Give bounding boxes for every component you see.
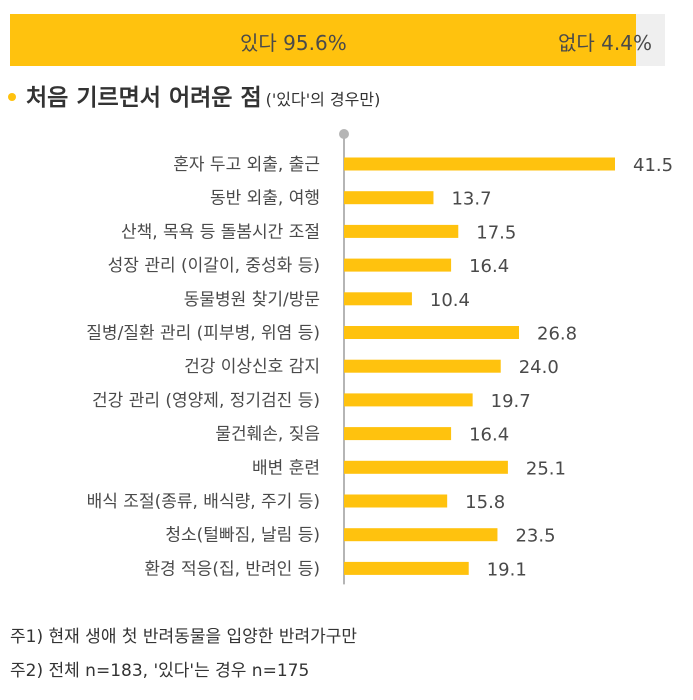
category-label: 건강 관리 (영양제, 정기검진 등) bbox=[92, 391, 320, 411]
difficulties-bar-chart: 혼자 두고 외출, 출근 41.5 동반 외출, 여행 13.7 산책, 목욕 등 돌봄… bbox=[86, 129, 673, 585]
category-label: 산책, 목욕 등 돌봄시간 조절 bbox=[121, 222, 320, 242]
value-label: 24.0 bbox=[519, 357, 559, 378]
yes-no-stacked-bar: 있다 95.6% 없다 4.4% bbox=[10, 14, 665, 66]
category-label: 성장 관리 (이갈이, 중성화 등) bbox=[108, 256, 320, 276]
category-label: 환경 적응(집, 반려인 등) bbox=[144, 559, 320, 579]
category-label: 배식 조절(종류, 배식량, 주기 등) bbox=[87, 492, 320, 512]
bullet-dot-icon bbox=[8, 93, 16, 101]
category-label: 물건훼손, 짖음 bbox=[215, 425, 320, 445]
section-title: 처음 기르면서 어려운 점 ('있다'의 경우만) bbox=[8, 78, 380, 112]
section-subtitle: ('있다'의 경우만) bbox=[265, 90, 381, 109]
bar bbox=[344, 427, 452, 441]
category-label: 건강 이상신호 감지 bbox=[184, 357, 320, 377]
value-label: 19.1 bbox=[487, 559, 527, 580]
bar bbox=[344, 494, 448, 508]
category-label: 질병/질환 관리 (피부병, 위염 등) bbox=[86, 324, 320, 344]
bar bbox=[344, 460, 508, 474]
yes-segment: 있다 95.6% 없다 4.4% bbox=[10, 14, 652, 66]
yes-segment-label: 있다 95.6% bbox=[240, 31, 347, 55]
value-label: 25.1 bbox=[526, 458, 566, 479]
value-label: 16.4 bbox=[469, 256, 509, 277]
value-label: 41.5 bbox=[633, 155, 673, 176]
footnote-1: 주1) 현재 생애 첫 반려동물을 입양한 반려가구만 bbox=[10, 627, 358, 647]
footnote-2: 주2) 전체 n=183, '있다'는 경우 n=175 bbox=[10, 661, 310, 681]
category-label: 동물병원 찾기/방문 bbox=[184, 290, 320, 310]
bar bbox=[344, 191, 434, 205]
category-label: 혼자 두고 외출, 출근 bbox=[173, 155, 320, 175]
value-label: 17.5 bbox=[476, 222, 516, 243]
value-label: 16.4 bbox=[469, 425, 509, 446]
bar bbox=[344, 528, 498, 542]
bar bbox=[344, 326, 520, 339]
value-label: 15.8 bbox=[465, 492, 505, 513]
no-segment-label: 없다 4.4% bbox=[558, 31, 652, 55]
bar bbox=[344, 258, 452, 272]
value-label: 10.4 bbox=[430, 290, 470, 311]
section-title-text: 처음 기르면서 어려운 점 bbox=[26, 85, 262, 111]
bar bbox=[344, 224, 459, 238]
bar bbox=[344, 292, 412, 306]
value-label: 13.7 bbox=[451, 189, 491, 210]
category-label: 배변 훈련 bbox=[252, 458, 320, 478]
value-label: 23.5 bbox=[515, 526, 555, 547]
category-label: 청소(털빠짐, 날림 등) bbox=[165, 526, 320, 546]
axis-cap-dot bbox=[339, 129, 349, 139]
value-label: 26.8 bbox=[537, 324, 577, 345]
no-segment bbox=[636, 14, 665, 66]
bar bbox=[344, 561, 469, 575]
bar bbox=[344, 157, 615, 171]
bar bbox=[344, 393, 473, 407]
category-label: 동반 외출, 여행 bbox=[210, 189, 320, 209]
value-label: 19.7 bbox=[491, 391, 531, 412]
bar bbox=[344, 359, 501, 373]
